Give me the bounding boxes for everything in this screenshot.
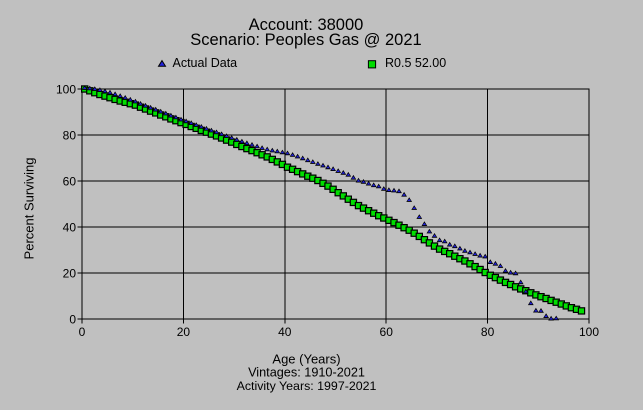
svg-text:Percent Surviving: Percent Surviving <box>22 158 37 260</box>
svg-text:Vintages: 1910-2021: Vintages: 1910-2021 <box>248 366 365 380</box>
svg-text:40: 40 <box>278 325 292 339</box>
svg-text:Account: 38000: Account: 38000 <box>249 16 364 34</box>
svg-text:100: 100 <box>56 83 76 97</box>
svg-text:60: 60 <box>380 325 394 339</box>
svg-text:Actual Data: Actual Data <box>173 56 238 70</box>
svg-text:Scenario: Peoples Gas @ 2021: Scenario: Peoples Gas @ 2021 <box>190 31 421 49</box>
svg-text:20: 20 <box>63 267 77 281</box>
svg-text:20: 20 <box>177 325 191 339</box>
svg-text:80: 80 <box>481 325 495 339</box>
svg-text:40: 40 <box>63 221 77 235</box>
svg-text:R0.5 52.00: R0.5 52.00 <box>385 56 446 70</box>
svg-text:80: 80 <box>63 129 77 143</box>
svg-text:100: 100 <box>579 325 599 339</box>
svg-text:0: 0 <box>69 313 76 327</box>
svg-text:Activity Years: 1997-2021: Activity Years: 1997-2021 <box>237 379 377 393</box>
svg-text:60: 60 <box>63 175 77 189</box>
svg-text:Age (Years): Age (Years) <box>272 351 340 366</box>
svg-text:0: 0 <box>79 325 86 339</box>
